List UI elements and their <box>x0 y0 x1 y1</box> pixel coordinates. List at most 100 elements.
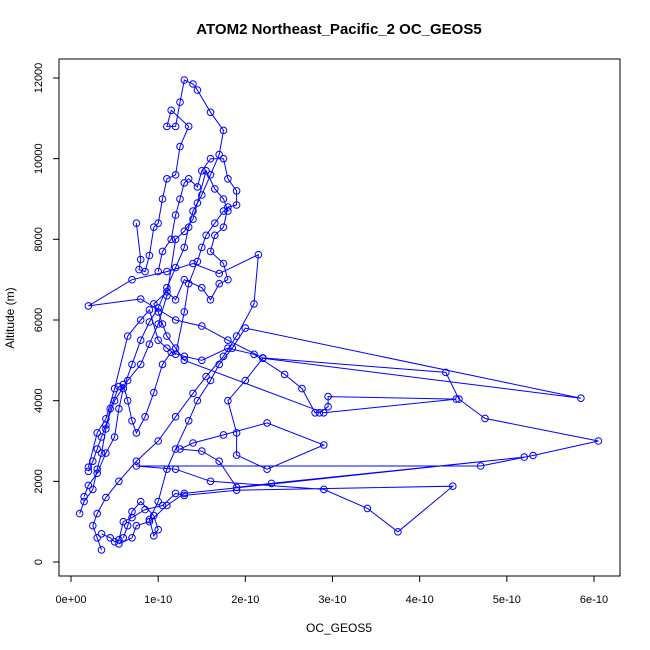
data-point <box>128 534 136 542</box>
data-point <box>219 223 228 231</box>
data-point <box>154 219 162 227</box>
series-line <box>83 79 225 497</box>
data-point <box>211 231 219 240</box>
data-point <box>84 467 93 476</box>
data-point <box>280 370 289 379</box>
series-5 <box>84 167 232 476</box>
data-point <box>442 368 450 377</box>
data-point <box>154 336 162 345</box>
data-point <box>189 80 197 88</box>
data-point <box>215 279 223 288</box>
data-point <box>224 275 232 284</box>
data-point <box>189 207 197 215</box>
data-point <box>215 269 223 278</box>
data-point <box>123 521 132 530</box>
data-point <box>132 219 141 227</box>
data-point <box>219 431 228 439</box>
data-point <box>89 485 97 494</box>
data-point <box>163 292 171 300</box>
data-point <box>136 295 145 303</box>
data-point <box>145 515 154 524</box>
data-point <box>476 462 485 470</box>
data-point <box>154 267 162 276</box>
data-point <box>219 154 228 163</box>
data-point <box>449 482 457 491</box>
data-point <box>115 404 123 413</box>
data-point <box>206 108 215 117</box>
data-point <box>171 445 180 453</box>
data-point <box>106 534 114 542</box>
data-point <box>224 336 232 345</box>
data-point <box>110 538 119 546</box>
data-point <box>232 429 241 437</box>
data-point <box>75 509 84 518</box>
data-point <box>171 465 180 474</box>
data-point <box>232 201 241 209</box>
data-point <box>176 142 184 151</box>
data-point <box>171 350 180 359</box>
data-point <box>241 376 250 385</box>
data-point <box>189 389 197 398</box>
data-point <box>193 396 202 405</box>
data-point <box>150 532 158 540</box>
data-point <box>241 324 250 332</box>
data-point <box>102 493 110 502</box>
data-point <box>128 417 136 425</box>
data-point <box>163 501 171 510</box>
data-point <box>176 98 184 106</box>
data-point <box>97 449 106 457</box>
data-point <box>163 332 171 340</box>
data-point <box>93 429 101 437</box>
y-axis: 0 2000 4000 6000 8000 10000 12000 <box>33 63 60 565</box>
y-tick-label: 12000 <box>33 63 45 94</box>
data-point <box>184 175 193 183</box>
data-point <box>259 354 267 363</box>
data-point <box>320 441 328 449</box>
data-point <box>198 283 206 292</box>
data-point <box>163 122 171 131</box>
data-point <box>110 384 119 393</box>
data-point <box>320 409 328 417</box>
data-point <box>219 126 228 135</box>
data-point <box>115 536 123 544</box>
data-point <box>128 275 136 284</box>
y-tick-label: 0 <box>33 559 45 565</box>
data-point <box>158 501 167 510</box>
data-point <box>171 344 180 353</box>
data-point <box>250 350 258 359</box>
data-point <box>89 521 97 530</box>
data-point <box>80 497 88 506</box>
data-point <box>171 296 180 304</box>
data-point <box>128 513 136 522</box>
data-point <box>311 409 319 417</box>
data-point <box>171 316 180 324</box>
data-point <box>93 509 101 518</box>
data-point <box>123 396 132 405</box>
data-point <box>180 356 189 365</box>
data-point <box>193 183 202 191</box>
data-point <box>263 419 271 427</box>
data-point <box>211 219 219 227</box>
y-tick-label: 2000 <box>33 469 45 493</box>
data-point <box>171 413 180 421</box>
y-axis-label: Altitude (m) <box>3 287 17 348</box>
data-point <box>202 372 210 381</box>
y-tick-label: 4000 <box>33 388 45 412</box>
data-point <box>267 479 276 488</box>
data-point <box>115 477 123 486</box>
data-point <box>224 207 232 215</box>
data-point <box>232 187 241 195</box>
data-point <box>158 247 167 256</box>
data-point <box>189 439 197 447</box>
data-point <box>163 175 171 183</box>
data-point <box>193 257 202 266</box>
data-point <box>150 300 158 308</box>
data-point <box>154 320 162 328</box>
data-point <box>298 384 306 393</box>
data-point <box>171 489 180 498</box>
x-tick-label: 4e-10 <box>406 594 434 606</box>
data-point <box>180 76 189 84</box>
data-point <box>198 447 206 455</box>
data-point <box>150 511 158 520</box>
data-point <box>193 86 202 94</box>
